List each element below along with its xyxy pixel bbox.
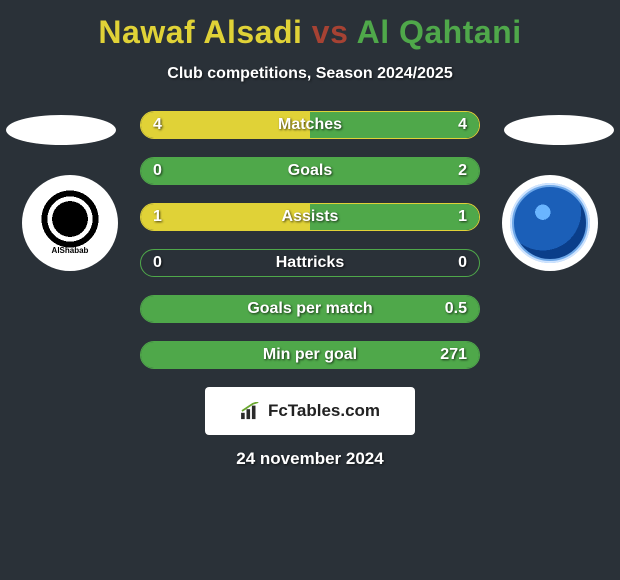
subtitle: Club competitions, Season 2024/2025 bbox=[0, 65, 620, 83]
club-label-left: AlShabab bbox=[52, 246, 89, 255]
fctables-logo-icon bbox=[240, 402, 262, 420]
title-player1: Nawaf Alsadi bbox=[98, 14, 302, 50]
stat-label: Hattricks bbox=[141, 254, 479, 272]
source-badge: FcTables.com bbox=[205, 387, 415, 435]
player-silhouette-right bbox=[504, 115, 614, 145]
club-logo-right bbox=[502, 175, 598, 271]
club-logo-left: AlShabab bbox=[22, 175, 118, 271]
stat-label: Matches bbox=[141, 116, 479, 134]
alhilal-crest-icon bbox=[510, 183, 590, 263]
stat-label: Goals per match bbox=[141, 300, 479, 318]
stat-row: 00Hattricks bbox=[140, 249, 480, 277]
stat-label: Assists bbox=[141, 208, 479, 226]
title-vs: vs bbox=[312, 14, 349, 50]
stat-row: 0.5Goals per match bbox=[140, 295, 480, 323]
stat-row: 11Assists bbox=[140, 203, 480, 231]
player-silhouette-left bbox=[6, 115, 116, 145]
stat-row: 02Goals bbox=[140, 157, 480, 185]
source-badge-text: FcTables.com bbox=[268, 401, 380, 421]
stat-row: 271Min per goal bbox=[140, 341, 480, 369]
stat-label: Goals bbox=[141, 162, 479, 180]
date-label: 24 november 2024 bbox=[0, 449, 620, 469]
stat-row: 44Matches bbox=[140, 111, 480, 139]
stat-label: Min per goal bbox=[141, 346, 479, 364]
page-title: Nawaf Alsadi vs Al Qahtani bbox=[0, 0, 620, 51]
comparison-panel: AlShabab 44Matches 02Goals 11Assists 00Hatt… bbox=[0, 111, 620, 369]
stats-bars: 44Matches 02Goals 11Assists 00Hattricks 0.5G… bbox=[140, 111, 480, 369]
alshabab-crest-icon: AlShabab bbox=[30, 183, 110, 263]
title-player2: Al Qahtani bbox=[357, 14, 522, 50]
